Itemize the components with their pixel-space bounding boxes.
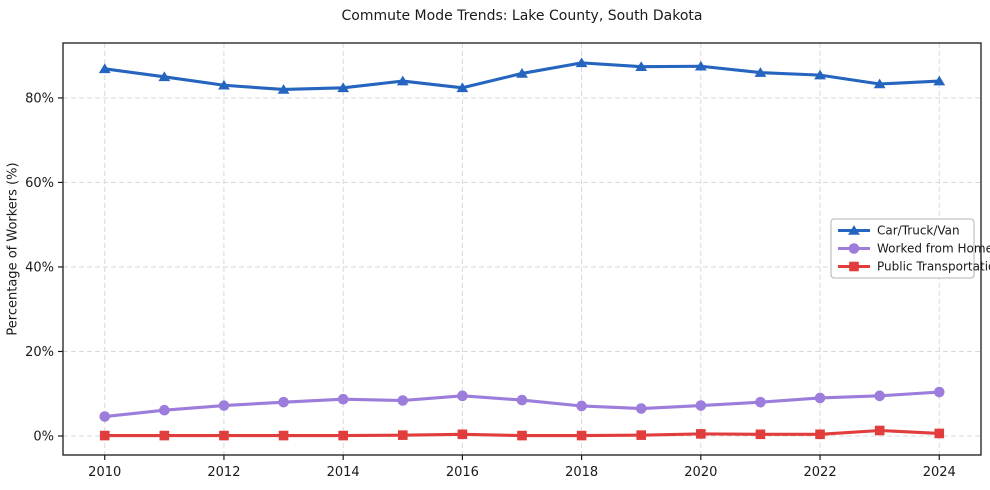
triangle-marker bbox=[873, 78, 886, 89]
legend-box bbox=[830, 218, 975, 279]
triangle-marker bbox=[337, 82, 350, 93]
series-worked-from-home bbox=[99, 386, 945, 422]
x-tick-label: 2010 bbox=[88, 465, 121, 480]
square-marker bbox=[755, 429, 766, 440]
square-marker bbox=[874, 425, 885, 436]
x-tick-label: 2012 bbox=[207, 465, 240, 480]
circle-marker bbox=[278, 396, 289, 408]
triangle-marker bbox=[396, 75, 409, 86]
square-marker bbox=[576, 430, 587, 441]
circle-marker bbox=[933, 386, 945, 398]
axis-ticks: 0% 20% 40% 60% 80% 2010 2012 2014 2016 2018 2020 20… bbox=[25, 91, 956, 480]
circle-marker bbox=[576, 400, 587, 412]
series-public-transportation bbox=[99, 425, 945, 441]
circle-marker bbox=[695, 400, 707, 411]
triangle-marker bbox=[933, 75, 946, 86]
triangle-marker bbox=[814, 69, 826, 80]
y-tick-label: 0% bbox=[33, 429, 54, 444]
circle-marker bbox=[457, 390, 468, 402]
y-tick-label: 40% bbox=[25, 260, 54, 275]
chart-title: Commute Mode Trends: Lake County, South … bbox=[341, 8, 703, 24]
square-marker bbox=[696, 429, 706, 439]
gridlines bbox=[63, 43, 981, 455]
y-tick-label: 20% bbox=[25, 345, 54, 360]
x-tick-label: 2024 bbox=[923, 465, 956, 480]
triangle-marker bbox=[158, 71, 171, 82]
circle-marker bbox=[397, 395, 409, 406]
circle-marker bbox=[814, 392, 826, 404]
square-marker bbox=[397, 430, 408, 440]
triangle-marker bbox=[277, 84, 290, 94]
square-marker bbox=[159, 430, 170, 441]
triangle-marker bbox=[218, 79, 230, 90]
triangle-marker bbox=[848, 225, 860, 235]
circle-marker bbox=[159, 404, 170, 416]
triangle-marker bbox=[516, 68, 528, 78]
y-tick-label: 80% bbox=[25, 91, 54, 106]
x-tick-label: 2016 bbox=[446, 465, 479, 480]
x-tick-label: 2014 bbox=[327, 465, 360, 480]
plot-frame bbox=[62, 42, 982, 456]
circle-marker bbox=[516, 394, 528, 406]
circle-marker bbox=[99, 411, 111, 422]
square-marker bbox=[934, 428, 945, 439]
triangle-marker bbox=[694, 60, 707, 71]
triangle-marker bbox=[635, 61, 648, 71]
circle-marker bbox=[337, 393, 349, 405]
triangle-marker bbox=[575, 57, 588, 68]
circle-marker bbox=[848, 243, 860, 254]
triangle-marker bbox=[754, 67, 767, 77]
y-tick-label: 60% bbox=[25, 176, 54, 191]
circle-marker bbox=[218, 400, 230, 411]
legend-label: Car/Truck/Van bbox=[877, 224, 960, 238]
series-car-truck-van bbox=[98, 57, 946, 94]
y-axis-label: Percentage of Workers (%) bbox=[5, 162, 21, 336]
square-marker bbox=[517, 430, 527, 441]
square-marker bbox=[849, 261, 859, 272]
square-marker bbox=[815, 429, 825, 440]
x-tick-label: 2018 bbox=[565, 465, 598, 480]
legend-label: Public Transportation bbox=[877, 260, 990, 274]
square-marker bbox=[219, 430, 229, 441]
circle-marker bbox=[755, 396, 766, 408]
triangle-marker bbox=[456, 82, 469, 93]
legend: Car/Truck/Van Worked from Home Public Tran… bbox=[830, 218, 990, 279]
square-marker bbox=[99, 430, 110, 441]
square-marker bbox=[636, 430, 647, 440]
triangle-marker bbox=[98, 63, 111, 74]
square-marker bbox=[457, 429, 468, 440]
square-marker bbox=[338, 430, 348, 441]
x-tick-label: 2022 bbox=[804, 465, 837, 480]
x-tick-label: 2020 bbox=[684, 465, 717, 480]
circle-marker bbox=[874, 390, 885, 402]
square-marker bbox=[278, 430, 289, 441]
circle-marker bbox=[635, 403, 647, 414]
legend-label: Worked from Home bbox=[877, 242, 990, 256]
